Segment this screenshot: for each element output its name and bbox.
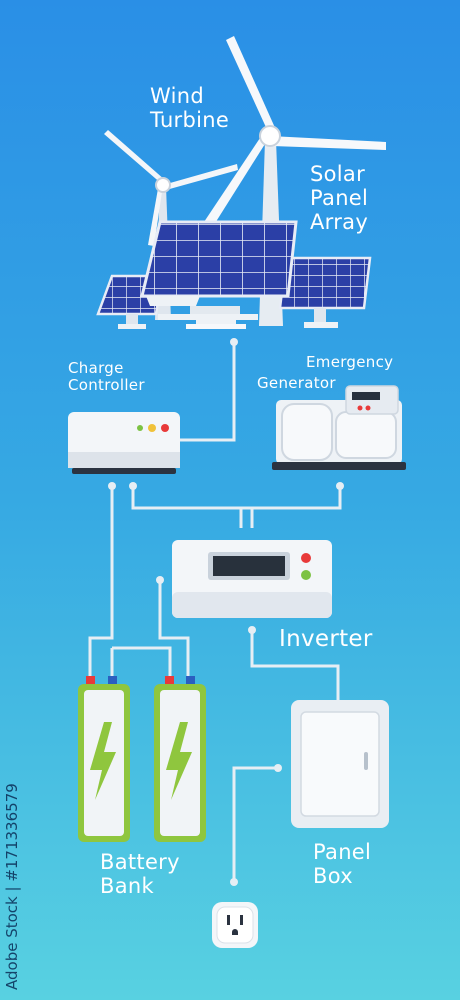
- wire-solar-to-charge-controller: [180, 342, 236, 442]
- battery-right-icon: [154, 676, 206, 842]
- panel-box-icon: [291, 700, 389, 828]
- solar-panel-right-icon: [278, 256, 372, 328]
- stock-watermark: Adobe Stock | #171336579: [3, 783, 21, 990]
- label-emergency: Emergency: [306, 353, 394, 371]
- wire-endpoints: [108, 338, 344, 886]
- wiring: [88, 342, 342, 882]
- wire-battery-bus: [110, 646, 172, 676]
- wire-charge-to-inverter: [131, 486, 342, 510]
- label-solar-panel-array: Solar Panel Array: [310, 162, 369, 235]
- charge-controller-icon: [68, 412, 180, 474]
- wire-inverter-to-panel-box: [250, 630, 340, 700]
- emergency-generator-icon: [272, 385, 406, 470]
- inverter-icon: [172, 540, 332, 618]
- label-battery-bank: Battery Bank: [100, 850, 180, 899]
- label-generator: Generator: [257, 374, 336, 392]
- wire-junction-to-inverter: [239, 508, 254, 528]
- label-inverter: Inverter: [279, 626, 373, 652]
- wire-controller-to-battery: [88, 486, 114, 676]
- label-charge-controller: Charge Controller: [68, 359, 145, 395]
- wire-inverter-to-battery: [158, 580, 190, 676]
- label-wind-turbine: Wind Turbine: [150, 84, 230, 133]
- wall-outlet-icon: [212, 902, 258, 948]
- solar-panel-main-icon: [140, 220, 298, 329]
- battery-left-icon: [78, 676, 130, 842]
- label-panel-box: Panel Box: [313, 840, 372, 889]
- wire-panel-box-to-outlet: [232, 766, 278, 882]
